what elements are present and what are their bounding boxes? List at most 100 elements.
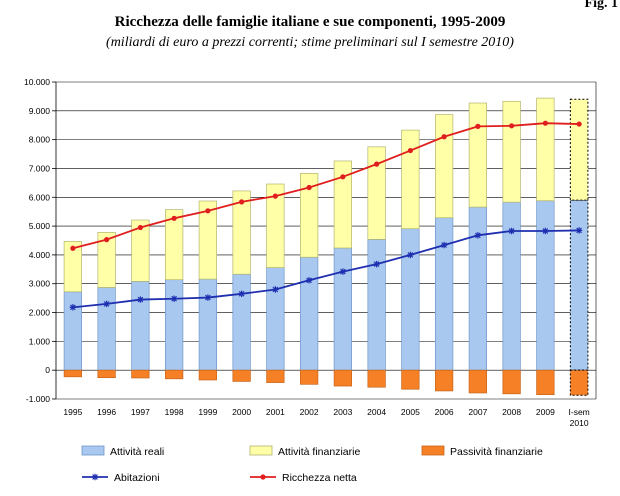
x-tick-label-line: 1997 [131,407,150,417]
bar-attivita-reali [97,287,116,371]
bar-passivita-finanziarie [468,369,488,394]
legend-attivita-finanziarie: Attività finanziarie [249,445,360,458]
x-tick-label: 2003 [333,407,352,417]
bar-passivita-finanziarie [266,369,285,383]
chart-subtitle: (miliardi di euro a prezzi correnti; sti… [106,35,514,50]
x-tick-label-line: 2009 [536,407,555,417]
bar-attivita-reali [198,278,218,371]
bar-attivita-reali [63,291,82,371]
bar-attivita-reali [536,200,555,371]
x-tick-label: 2008 [502,407,521,417]
y-tick-label: 3.000 [29,279,51,289]
bar-passivita-finanziarie [435,369,454,392]
y-tick-label: 8.000 [29,135,51,145]
legend-swatch [81,445,105,456]
ricchezza-netta-point [104,237,110,243]
bar-passivita-finanziarie [367,369,386,388]
bar-attivita-finanziarie [300,173,319,258]
x-tick-label: 2004 [367,407,386,417]
abitazioni-point [440,241,448,249]
bar-attivita-reali [165,279,184,371]
bar-attivita-finanziarie [266,183,285,268]
bar-passivita-finanziarie [536,369,555,396]
abitazioni-point [474,232,482,239]
ricchezza-netta-point [374,161,380,167]
x-tick-label-line: 2002 [300,407,319,417]
legend-label: Attività reali [110,446,164,458]
ricchezza-netta-point [171,215,177,221]
ricchezza-netta-point [576,121,582,127]
y-tick-label: 0 [45,365,50,375]
legend-label: Ricchezza netta [282,472,357,484]
bar-passivita-finanziarie [401,369,420,390]
ricchezza-netta-point [542,120,548,126]
x-tick-label: 2009 [536,407,555,417]
legend-passivita-finanziarie: Passività finanziarie [421,445,543,458]
x-tick-label-line: 2010 [570,418,589,428]
x-tick-label-line: 2001 [266,407,285,417]
bar-passivita-finanziarie [502,369,521,395]
ricchezza-netta-point [205,208,211,214]
legend-swatch [421,445,445,456]
abitazioni-point [69,304,77,311]
legend-marker [260,474,266,480]
bar-attivita-reali [232,273,251,371]
ricchezza-netta-point [475,123,481,129]
bar-attivita-reali [367,238,386,371]
y-tick-label: 6.000 [29,192,51,202]
abitazioni-point [305,277,313,284]
ricchezza-netta-point [306,184,312,191]
x-tick-label-line: 1996 [97,407,116,417]
x-tick-label: 1999 [198,407,217,417]
y-tick-label: 1.000 [29,336,51,346]
ricchezza-netta-point [239,199,245,205]
bar-attivita-finanziarie [97,232,116,288]
abitazioni-point [407,251,414,259]
x-tick-label-line: I-sem [569,407,590,417]
bar-passivita-finanziarie [198,369,218,381]
abitazioni-point [339,268,347,275]
abitazioni-point [170,295,178,302]
ricchezza-netta-point [407,147,413,154]
bar-attivita-finanziarie [333,160,353,249]
bar-attivita-finanziarie [198,200,218,280]
x-tick-label-line: 2006 [435,407,454,417]
bar-attivita-finanziarie [569,98,589,201]
x-tick-label: 2000 [232,407,251,417]
x-tick-label: 2007 [468,407,487,417]
x-tick-label-line: 2008 [502,407,521,417]
bar-passivita-finanziarie [333,369,353,387]
bar-attivita-reali [300,256,319,371]
bar-attivita-reali [569,199,589,371]
ricchezza-netta-point [441,134,447,140]
bar-attivita-finanziarie [468,102,488,208]
y-tick-label: -1.000 [26,394,50,404]
bar-attivita-finanziarie [131,219,150,282]
y-tick-label: 5.000 [29,221,51,231]
bar-attivita-finanziarie [401,129,420,230]
bar-attivita-reali [401,228,420,371]
legend-label: Abitazioni [114,472,160,484]
bar-attivita-finanziarie [502,100,521,203]
bar-passivita-finanziarie [131,369,150,379]
ricchezza-netta-line [72,122,580,250]
bar-attivita-finanziarie [63,241,82,293]
abitazioni-point [238,290,245,298]
legend-marker [91,473,99,481]
x-tick-label: I-sem 2010 [569,407,590,428]
y-tick-label: 4.000 [29,250,51,260]
x-tick-label-line: 2000 [232,407,251,417]
bar-attivita-reali [333,247,353,371]
x-tick-label-line: 1995 [63,407,82,417]
x-tick-label: 2002 [300,407,319,417]
bar-attivita-finanziarie [367,146,386,240]
bar-attivita-reali [502,201,521,371]
ricchezza-netta-point [509,123,515,129]
bar-passivita-finanziarie [300,369,319,385]
legend-abitazioni: Abitazioni [82,472,160,484]
bar-passivita-finanziarie [569,369,589,396]
x-tick-label: 2005 [401,407,420,417]
x-tick-label: 2001 [266,407,285,417]
bar-passivita-finanziarie [232,369,251,382]
